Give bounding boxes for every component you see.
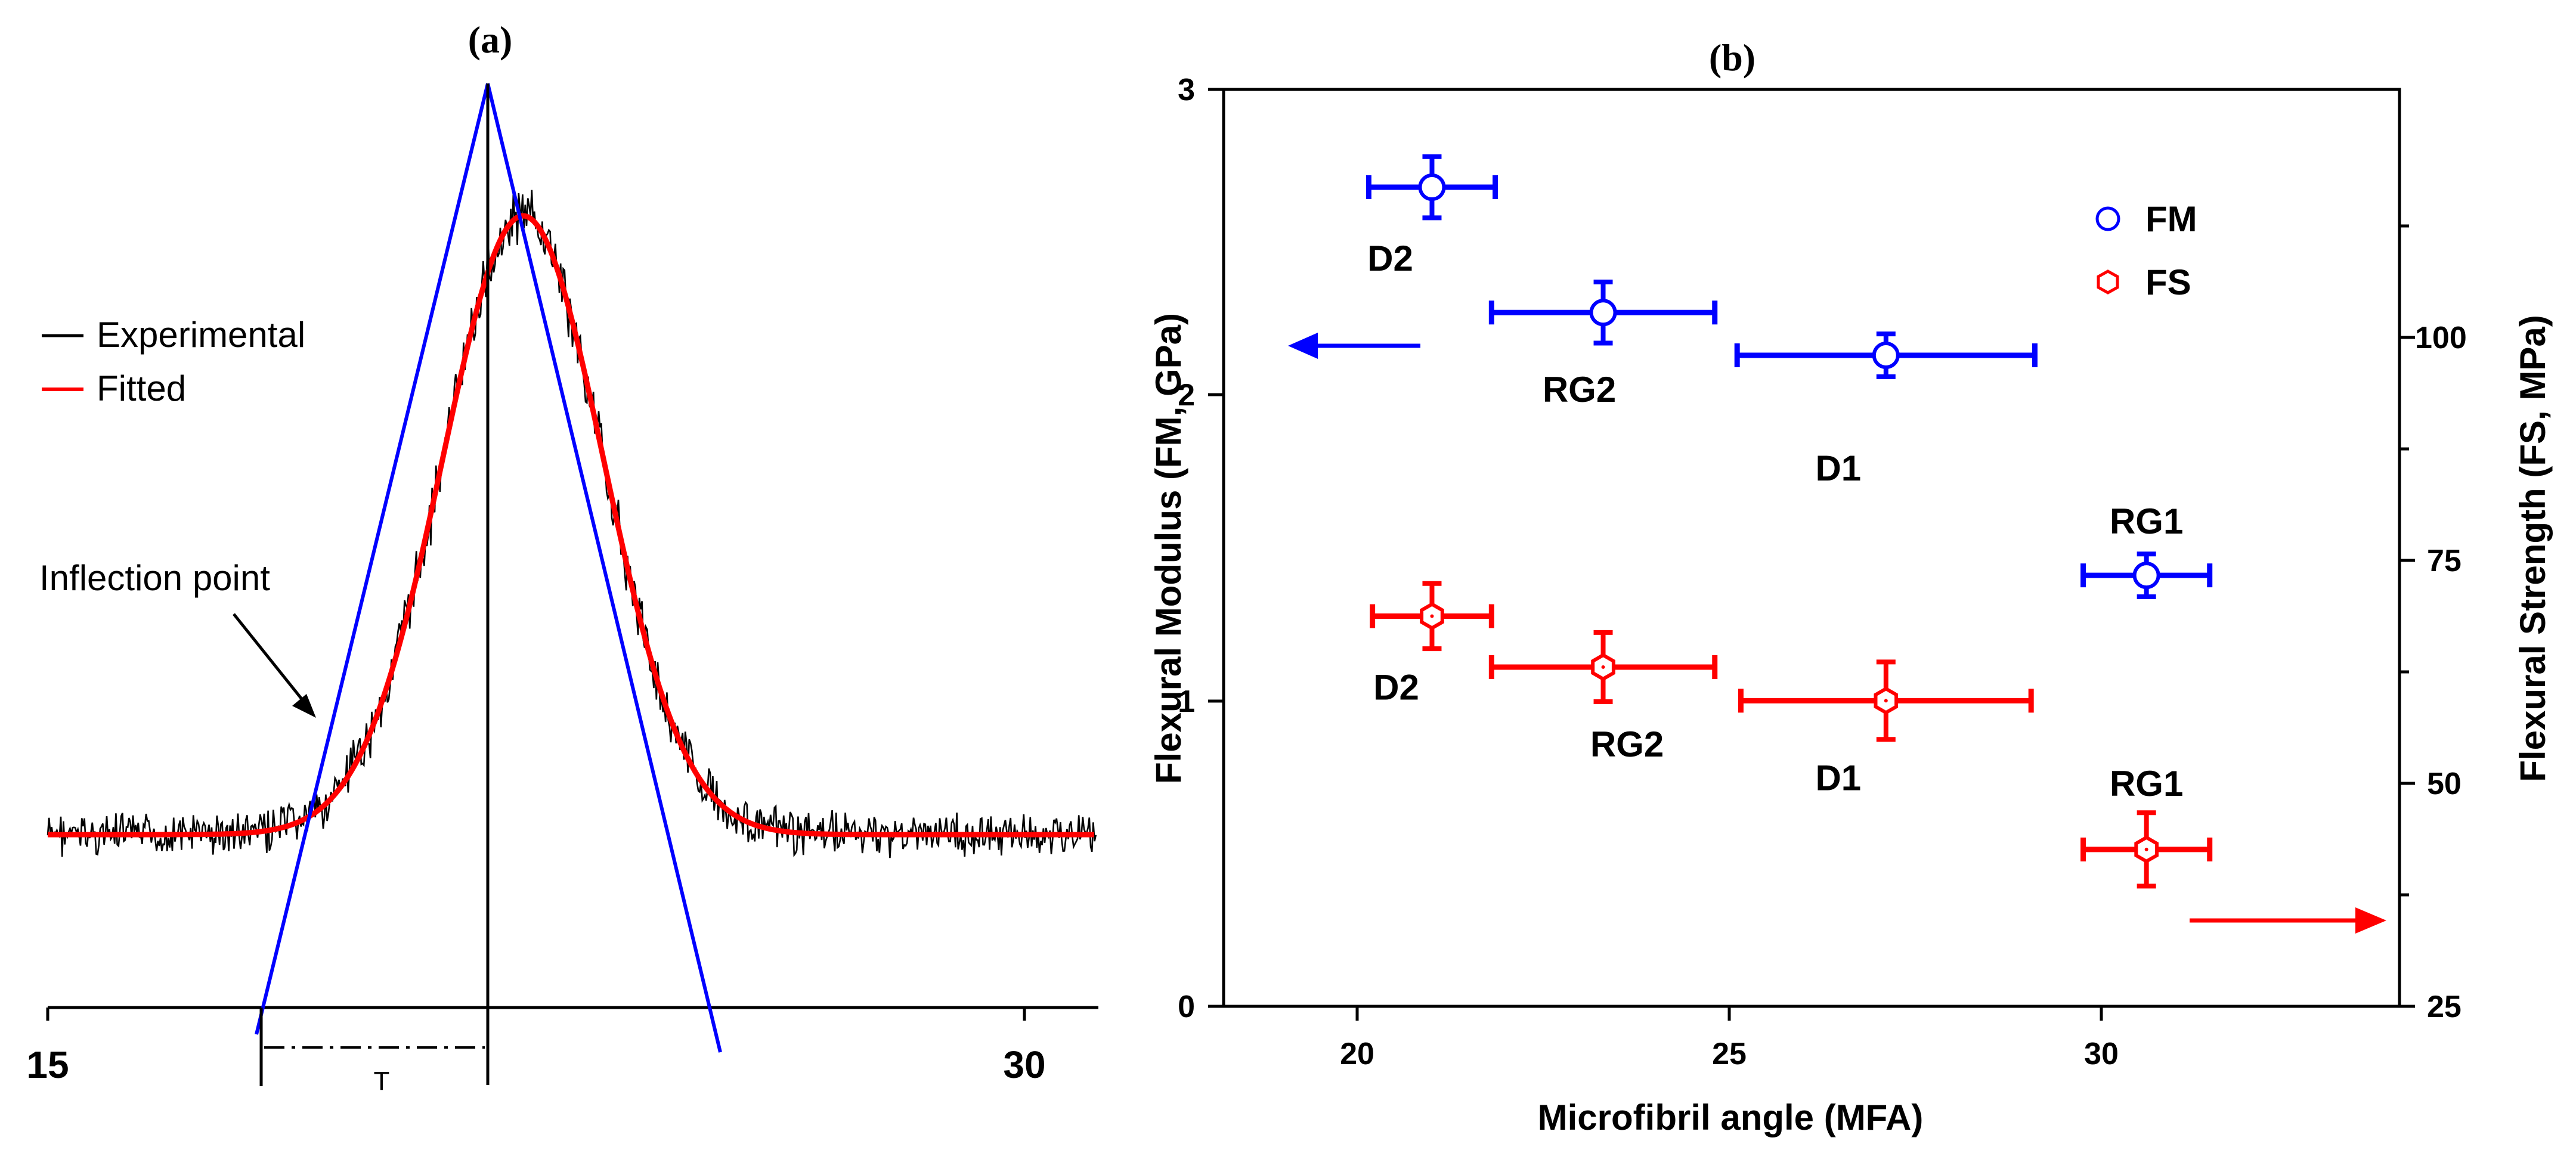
y2-tick-label-100: 100 xyxy=(2415,321,2467,355)
width-marker-label: T xyxy=(374,1067,390,1096)
panel-b-ticks xyxy=(1208,88,2415,1021)
y2-tick-label-75: 75 xyxy=(2427,544,2462,578)
series-fs-points: D2 RG2 D1 RG1 xyxy=(1370,581,2213,889)
tangent-left-line xyxy=(255,83,490,1035)
panel-a-tick-label-15: 15 xyxy=(26,1043,69,1086)
fm-axis-arrow-head xyxy=(1288,333,1318,359)
y-tick-label-1: 1 xyxy=(1178,684,1195,719)
y2-tick-label-25: 25 xyxy=(2427,990,2462,1024)
legend-fs-marker xyxy=(2097,269,2119,295)
inflection-arrow-head xyxy=(292,694,316,718)
fm-rg1-label: RG1 xyxy=(2110,501,2183,541)
x-tick-label-25: 25 xyxy=(1712,1037,1747,1071)
panel-b-title: (b) xyxy=(1709,36,1755,79)
fs-rg1-marker-dot xyxy=(2144,847,2148,851)
panel-a-title: (a) xyxy=(468,18,513,61)
y-tick-label-0: 0 xyxy=(1178,990,1195,1024)
fm-d2-label: D2 xyxy=(1367,238,1413,278)
inflection-point-label: Inflection point xyxy=(39,558,270,598)
fs-axis-arrow-head xyxy=(2355,907,2386,934)
fs-d2-marker-dot xyxy=(1430,614,1434,618)
y2-tick-label-50: 50 xyxy=(2427,767,2462,801)
fs-d2-label: D2 xyxy=(1373,667,1419,707)
x-tick-label-30: 30 xyxy=(2084,1037,2119,1071)
legend-fm-label: FM xyxy=(2145,199,2197,239)
panel-b-plot-frame xyxy=(1222,88,2401,1008)
panel-b-y2-axis-title: Flexural Strength (FS, MPa) xyxy=(2513,315,2553,782)
panel-b-x-axis-title: Microfibril angle (MFA) xyxy=(1538,1098,1924,1137)
legend-fs-label: FS xyxy=(2145,262,2191,302)
y-tick-label-3: 3 xyxy=(1178,73,1195,107)
legend-fitted-label: Fitted xyxy=(97,368,186,408)
x-tick-label-20: 20 xyxy=(1340,1037,1374,1071)
panel-b-tick-labels: 20 25 30 0 1 2 3 25 50 75 100 xyxy=(1178,73,2467,1071)
inflection-arrow-shaft xyxy=(233,613,306,705)
panel-a-tick-label-30: 30 xyxy=(1003,1043,1045,1086)
legend-experimental-label: Experimental xyxy=(97,315,305,355)
series-fm-points: D2 RG2 D1 RG1 xyxy=(1366,154,2213,600)
fm-d1-label: D1 xyxy=(1815,448,1861,488)
series-experimental-line xyxy=(47,190,1097,858)
legend-fm-marker xyxy=(2095,206,2120,231)
fs-rg1-label: RG1 xyxy=(2110,764,2183,804)
panel-b: (b) 20 25 30 0 1 2 xyxy=(1148,36,2553,1137)
fs-d1-label: D1 xyxy=(1815,758,1861,798)
fs-rg2-label: RG2 xyxy=(1590,724,1664,764)
panel-a: (a) 15 30 T Experimental Fitted Inflecti… xyxy=(26,18,1098,1096)
fs-rg2-marker-dot xyxy=(1601,665,1605,669)
fm-rg2-label: RG2 xyxy=(1543,370,1616,410)
fm-d1-marker xyxy=(1872,342,1900,370)
series-fitted-line xyxy=(48,213,1094,838)
tangent-right-line xyxy=(486,83,722,1053)
panel-b-y-axis-title: Flexural Modulus (FM, GPa) xyxy=(1148,313,1188,784)
fs-d1-marker-dot xyxy=(1884,699,1888,703)
y-tick-label-2: 2 xyxy=(1178,378,1195,413)
fm-d2-marker xyxy=(1418,173,1446,202)
fm-rg1-marker xyxy=(2132,562,2160,590)
fm-rg2-marker xyxy=(1589,299,1617,327)
